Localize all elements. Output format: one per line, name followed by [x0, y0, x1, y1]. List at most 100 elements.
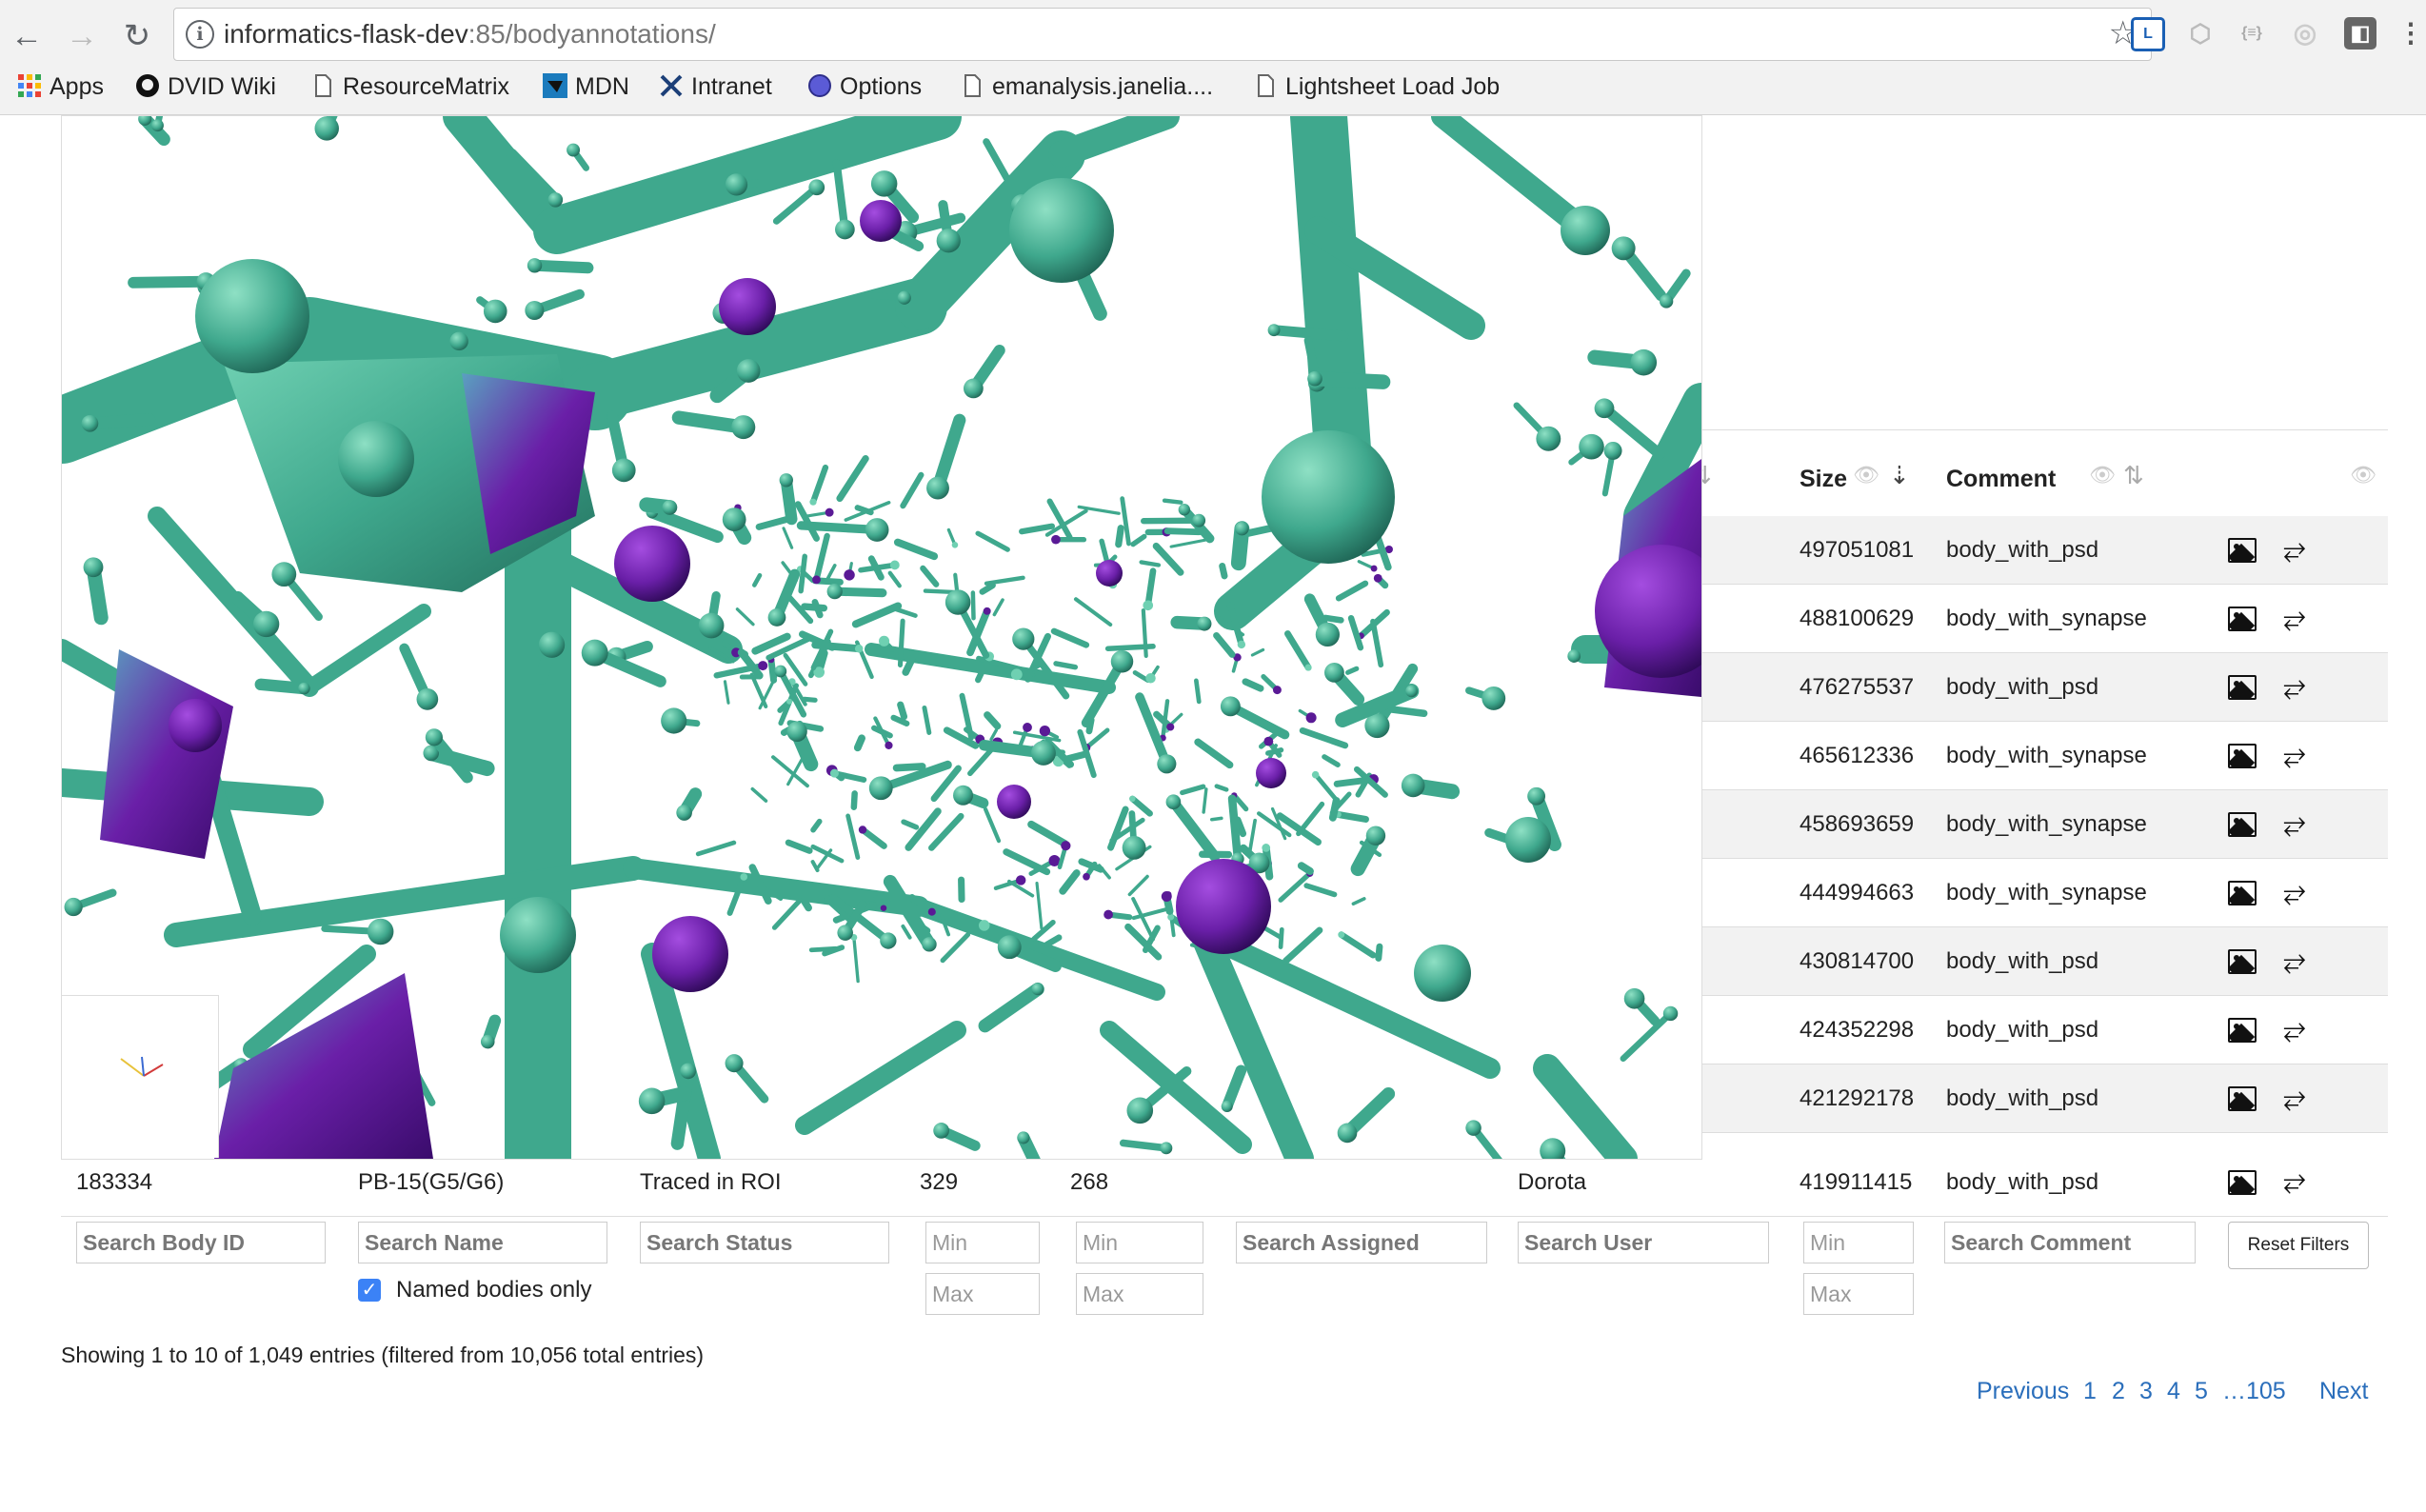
cell-comment: body_with_psd [1946, 1085, 2099, 1111]
column-visibility-icon[interactable]: 👁 [2089, 463, 2116, 487]
square-extension-icon[interactable]: ◧ [2344, 17, 2376, 50]
pagination-page-5[interactable]: 5 [2195, 1378, 2208, 1404]
pagination-page-4[interactable]: 4 [2167, 1378, 2180, 1404]
mdn-icon [543, 73, 567, 98]
cell-size: 419911415 [1800, 1169, 1913, 1195]
bookmark-resourcematrix[interactable]: ResourceMatrix [310, 70, 509, 103]
image-icon[interactable] [2228, 812, 2257, 837]
pagination-page-2[interactable]: 2 [2112, 1378, 2125, 1404]
url-path: :85/bodyannotations/ [467, 19, 716, 49]
neuron-branches [62, 116, 1701, 1159]
max-input[interactable] [1803, 1273, 1914, 1315]
image-icon[interactable] [2228, 744, 2257, 768]
lastpass-icon[interactable]: L [2131, 17, 2165, 51]
cell-size: 430814700 [1800, 948, 1915, 974]
table-row[interactable]: 458693659 body_with_synapse ⥂ [1702, 790, 2388, 859]
url-text[interactable]: informatics-flask-dev:85/bodyannotations… [224, 18, 716, 50]
cell-comment: body_with_synapse [1946, 880, 2147, 905]
address-bar[interactable]: i informatics-flask-dev:85/bodyannotatio… [173, 8, 2152, 61]
reset-filters-button[interactable]: Reset Filters [2228, 1222, 2369, 1269]
neuron-view-icon[interactable]: ⥂ [2283, 602, 2306, 633]
search-body-id-input[interactable] [76, 1222, 326, 1263]
image-icon[interactable] [2228, 949, 2257, 974]
pagination-next[interactable]: Next [2319, 1378, 2369, 1404]
search-name-input[interactable] [358, 1222, 607, 1263]
neuron-view-icon[interactable]: ⥂ [2283, 807, 2306, 839]
target-extension-icon[interactable]: ◎ [2293, 18, 2317, 48]
search-assigned-input[interactable] [1236, 1222, 1487, 1263]
cell-size: 458693659 [1800, 811, 1915, 837]
image-icon[interactable] [2228, 607, 2257, 631]
bookmark-dvid-wiki[interactable]: DVID Wiki [135, 70, 276, 103]
hexagon-extension-icon[interactable]: ⬡ [2189, 19, 2212, 48]
cell-comment: body_with_psd [1946, 1017, 2099, 1043]
bookmark-apps[interactable]: Apps [17, 70, 104, 103]
image-icon[interactable] [2228, 881, 2257, 905]
cell-user: Dorota [1518, 1169, 1587, 1195]
max-input[interactable] [1076, 1273, 1203, 1315]
column-header-size[interactable]: Size [1800, 466, 1848, 492]
chrome-menu-icon[interactable]: ⋮ [2397, 18, 2424, 48]
column-visibility-icon[interactable]: 👁 [2350, 463, 2376, 487]
pagination-previous[interactable]: Previous [1977, 1378, 2070, 1404]
neuron-view-icon[interactable]: ⥂ [2283, 1082, 2306, 1113]
table-row[interactable]: 430814700 body_with_psd ⥂ [1702, 927, 2388, 996]
site-info-icon[interactable]: i [186, 20, 214, 49]
table-row[interactable]: 183334 PB-15(G5/G6) Traced in ROI 329 26… [61, 1159, 2388, 1217]
table-row[interactable]: 424352298 body_with_psd ⥂ [1702, 996, 2388, 1064]
neuron-3d-viewer[interactable]: × [61, 115, 1702, 1160]
table-row[interactable]: 421292178 body_with_psd ⥂ [1702, 1064, 2388, 1133]
image-icon[interactable] [2228, 538, 2257, 563]
neuron-view-icon[interactable]: ⥂ [2283, 945, 2306, 976]
table-row[interactable]: 444994663 body_with_synapse ⥂ [1702, 859, 2388, 927]
url-host: informatics-flask-dev [224, 19, 468, 49]
cell-comment: body_with_synapse [1946, 606, 2147, 631]
search-user-input[interactable] [1518, 1222, 1769, 1263]
neuron-view-icon[interactable]: ⥂ [2283, 533, 2306, 565]
min-input[interactable] [925, 1222, 1040, 1263]
table-row[interactable]: 465612336 body_with_synapse ⥂ [1702, 722, 2388, 790]
cell-size: 465612336 [1800, 743, 1915, 768]
cell-size: 424352298 [1800, 1017, 1915, 1043]
sort-desc-icon[interactable]: ⇣ [1889, 461, 1910, 489]
max-input[interactable] [925, 1273, 1040, 1315]
page-icon [315, 74, 331, 97]
neuron-view-icon[interactable]: ⥂ [2283, 1013, 2306, 1044]
image-icon[interactable] [2228, 1018, 2257, 1043]
bookmark-mdn[interactable]: MDN [543, 70, 629, 103]
bookmark-options[interactable]: Options [807, 70, 922, 103]
axes-icon [120, 1056, 164, 1077]
image-icon[interactable] [2228, 1170, 2257, 1195]
table-row[interactable]: 476275537 body_with_psd ⥂ [1702, 653, 2388, 722]
search-comment-input[interactable] [1944, 1222, 2196, 1263]
min-input[interactable] [1076, 1222, 1203, 1263]
image-icon[interactable] [2228, 1086, 2257, 1111]
image-icon[interactable] [2228, 675, 2257, 700]
column-visibility-icon[interactable]: 👁 [1853, 463, 1879, 487]
bookmark-lightsheet[interactable]: Lightsheet Load Job [1253, 70, 1500, 103]
forward-icon[interactable]: → [66, 18, 98, 54]
pagination-page-1[interactable]: 1 [2083, 1378, 2097, 1404]
column-header-comment[interactable]: Comment [1946, 466, 2057, 492]
min-input[interactable] [1803, 1222, 1914, 1263]
pagination-page-3[interactable]: 3 [2139, 1378, 2153, 1404]
bookmark-intranet[interactable]: Intranet [659, 70, 772, 103]
table-row[interactable]: 488100629 body_with_synapse ⥂ [1702, 585, 2388, 653]
neuron-view-icon[interactable]: ⥂ [2283, 670, 2306, 702]
pagination-last[interactable]: …105 [2222, 1378, 2286, 1404]
cell-size: 476275537 [1800, 674, 1915, 700]
neuron-view-icon[interactable]: ⥂ [2283, 876, 2306, 907]
search-status-input[interactable] [640, 1222, 889, 1263]
neuron-view-icon[interactable]: ⥂ [2283, 739, 2306, 770]
back-icon[interactable]: ← [10, 18, 43, 54]
sort-icon[interactable]: ⇅ [2123, 461, 2144, 489]
json-extension-icon[interactable]: {≡} [2241, 25, 2262, 41]
neuron-rendering[interactable] [62, 116, 1701, 1159]
named-only-checkbox[interactable]: ✓ [358, 1279, 381, 1302]
reload-icon[interactable]: ↻ [123, 18, 151, 54]
bookmark-emanalysis[interactable]: emanalysis.janelia.... [960, 70, 1213, 103]
table-row[interactable]: 497051081 body_with_psd ⥂ [1702, 516, 2388, 585]
neuron-view-icon[interactable]: ⥂ [2283, 1164, 2306, 1196]
bookmark-label: ResourceMatrix [343, 73, 510, 100]
bookmark-label: Intranet [691, 73, 772, 100]
